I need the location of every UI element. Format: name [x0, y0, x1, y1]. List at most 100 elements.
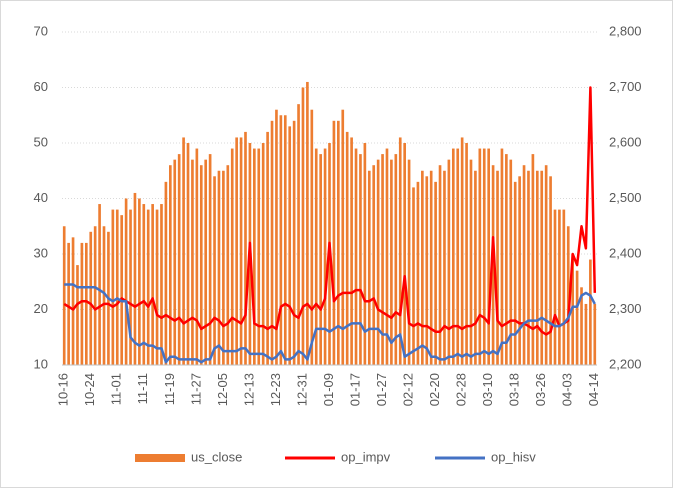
- bar: [500, 148, 504, 365]
- bar: [164, 181, 168, 365]
- bar: [120, 215, 124, 365]
- bar: [222, 170, 225, 365]
- bar: [398, 137, 402, 365]
- bar: [297, 104, 300, 366]
- x-tick-label: 01-27: [374, 373, 389, 406]
- x-tick-label: 01-09: [321, 373, 336, 406]
- bar: [443, 170, 446, 365]
- bar: [434, 181, 437, 365]
- bar: [111, 209, 115, 365]
- x-tick-label: 11-11: [135, 373, 150, 404]
- x-tick-label: 12-23: [268, 373, 283, 406]
- bar: [589, 259, 592, 365]
- y-tick-label: 30: [34, 245, 48, 260]
- bar: [288, 126, 292, 365]
- y-tick-label: 60: [34, 79, 48, 94]
- bar: [160, 204, 163, 365]
- x-tick-label: 02-12: [401, 373, 416, 406]
- bar: [593, 303, 597, 365]
- x-tick-label: 11-27: [188, 373, 203, 405]
- bar: [518, 176, 521, 365]
- bar: [544, 165, 548, 365]
- bar: [553, 209, 557, 365]
- bar: [487, 148, 490, 365]
- bar: [447, 159, 451, 365]
- bar: [460, 137, 464, 365]
- bar: [124, 198, 128, 365]
- bar: [341, 109, 345, 365]
- bar: [359, 154, 362, 365]
- bar: [425, 176, 429, 365]
- x-tick-label: 03-18: [507, 373, 522, 406]
- bar: [522, 165, 526, 365]
- bar: [115, 209, 119, 365]
- bar: [283, 115, 287, 365]
- bar: [62, 226, 66, 365]
- y-tick-label: 70: [34, 23, 48, 38]
- bar: [438, 165, 442, 365]
- legend-label: op_impv: [341, 449, 391, 464]
- bar: [332, 120, 336, 365]
- y-tick-label: 50: [34, 134, 48, 149]
- y2-tick-label: 2,800: [609, 23, 642, 38]
- bar: [429, 170, 433, 365]
- bar: [186, 143, 190, 365]
- x-tick-label: 10-16: [56, 373, 71, 406]
- x-tick-label: 11-19: [162, 373, 177, 405]
- bar: [93, 226, 97, 365]
- y2-tick-label: 2,700: [609, 79, 642, 94]
- bar: [403, 143, 406, 365]
- bar: [562, 209, 566, 365]
- bar: [323, 148, 327, 365]
- bar: [381, 154, 384, 365]
- bar: [169, 165, 172, 365]
- bar: [279, 115, 283, 365]
- bar: [580, 287, 583, 365]
- bar: [407, 159, 411, 365]
- bar: [465, 143, 468, 365]
- bar: [474, 170, 477, 365]
- bar: [416, 181, 420, 365]
- bar: [575, 270, 579, 365]
- bar: [549, 176, 552, 365]
- bar: [199, 165, 203, 365]
- bar: [191, 159, 194, 365]
- bar: [133, 192, 137, 365]
- bar: [306, 81, 309, 365]
- line: [63, 86, 597, 336]
- bar: [204, 159, 208, 365]
- bar: [239, 137, 243, 365]
- bar: [319, 154, 322, 365]
- bar: [261, 143, 265, 365]
- bar: [394, 154, 398, 365]
- bar: [566, 226, 570, 365]
- bar: [270, 120, 274, 365]
- bar: [354, 148, 358, 365]
- bar: [310, 109, 314, 365]
- bar: [584, 303, 588, 365]
- bar: [421, 170, 424, 365]
- bar: [337, 120, 340, 365]
- bar: [177, 154, 181, 365]
- y2-tick-label: 2,200: [609, 356, 642, 371]
- bar: [451, 148, 455, 365]
- y2-tick-label: 2,400: [609, 245, 642, 260]
- bar: [390, 159, 393, 365]
- bar: [363, 143, 367, 365]
- x-tick-label: 12-13: [241, 373, 256, 406]
- bar: [482, 148, 486, 365]
- bar: [173, 159, 177, 365]
- y-tick-label: 20: [34, 301, 48, 316]
- bar: [478, 148, 482, 365]
- bar: [345, 131, 349, 365]
- y2-tick-label: 2,500: [609, 190, 642, 205]
- y2-tick-label: 2,600: [609, 134, 642, 149]
- bar: [138, 198, 141, 365]
- bar: [257, 148, 261, 365]
- bar: [456, 148, 460, 365]
- bar: [71, 237, 75, 365]
- bar: [213, 176, 216, 365]
- legend-label: us_close: [191, 449, 242, 464]
- bar: [527, 170, 530, 365]
